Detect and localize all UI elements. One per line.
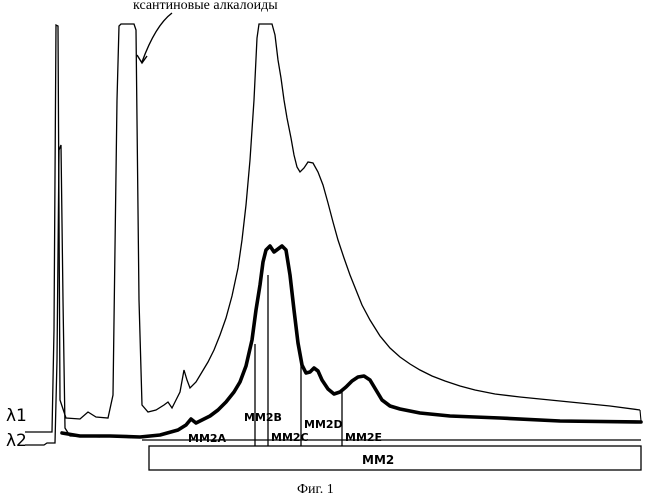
band-label-mm2e: MM2E — [345, 431, 382, 444]
band-label-mm2c: MM2C — [271, 431, 309, 444]
legend-lambda2: λ2 — [6, 431, 27, 451]
trace-lambda2 — [62, 246, 641, 437]
region-label: MM2 — [362, 453, 394, 467]
trace-lambda2-spike — [25, 145, 100, 445]
annotation-label: ксантиновые алкалоиды — [133, 0, 278, 13]
band-label-mm2d: MM2D — [304, 418, 343, 431]
trace-lambda1-tail — [640, 410, 641, 421]
trace-lambda1 — [25, 24, 640, 432]
figure-caption: Фиг. 1 — [297, 482, 334, 497]
annotation-arrowhead — [137, 55, 147, 63]
band-label-mm2b: MM2B — [244, 411, 282, 424]
region-box — [149, 446, 641, 470]
legend-lambda1: λ1 — [6, 406, 27, 426]
band-label-mm2a: MM2A — [188, 432, 227, 445]
annotation-arrow — [142, 13, 172, 62]
